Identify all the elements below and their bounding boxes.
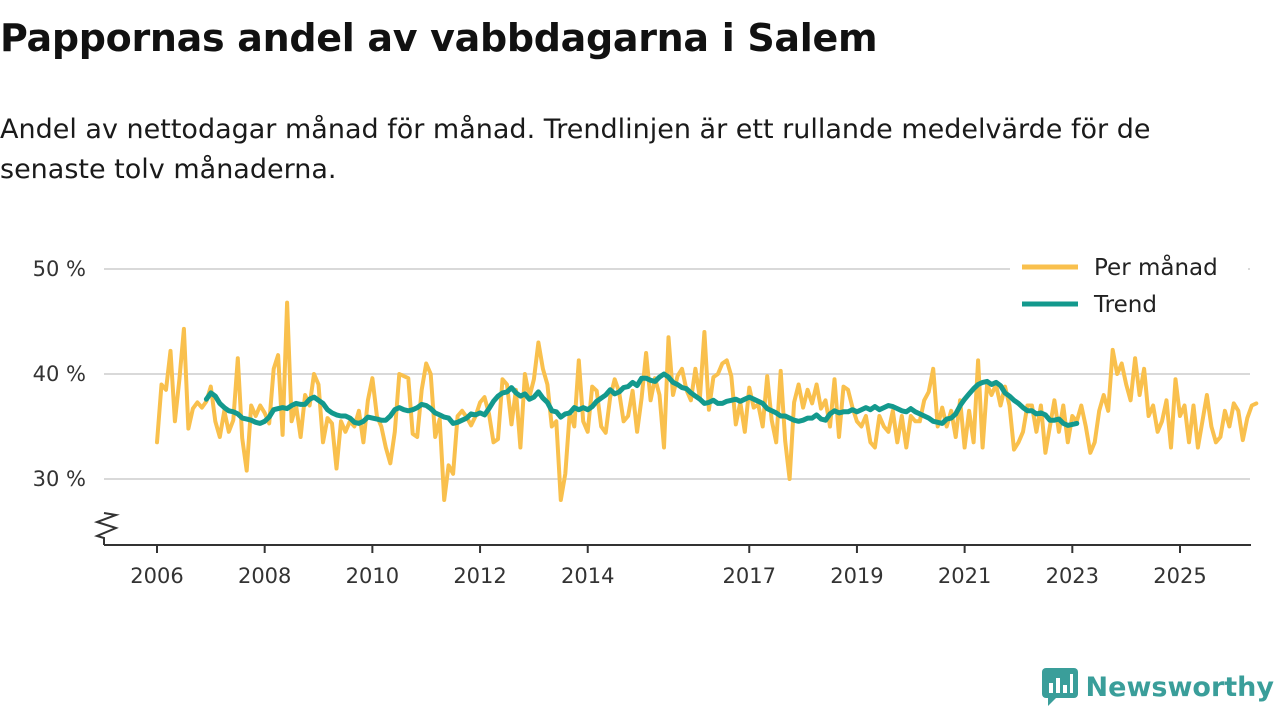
legend-label-monthly: Per månad [1094, 253, 1218, 281]
x-tick-label: 2010 [346, 564, 399, 588]
legend-background [1010, 248, 1248, 330]
axis-break-marker [93, 512, 120, 545]
legend: Per månad Trend [1010, 248, 1248, 330]
x-tick-label: 2008 [238, 564, 291, 588]
x-tick-label: 2006 [130, 564, 183, 588]
x-tick-label: 2021 [938, 564, 991, 588]
newsworthy-logo-icon [1041, 668, 1078, 706]
x-axis: 2006 2008 2010 2012 2014 2017 2019 2021 2023 2025 [93, 512, 1251, 588]
legend-label-trend: Trend [1093, 292, 1157, 318]
x-tick-label: 2012 [453, 564, 506, 588]
x-tick-label: 2014 [561, 564, 614, 588]
x-tick-label: 2017 [723, 564, 776, 588]
series-line-trend [203, 371, 1080, 428]
y-tick-label: 30 % [33, 467, 86, 491]
line-chart: 30 % 40 % 50 % 2006 2008 2010 2012 2014 2017 201… [33, 248, 1259, 588]
x-tick-label: 2023 [1046, 564, 1099, 588]
y-tick-label: 40 % [33, 362, 86, 386]
y-tick-label: 50 % [33, 257, 86, 281]
chart-title: Pappornas andel av vabbdagarna i Salem [0, 16, 878, 60]
brand-name: Newsworthy [1085, 671, 1274, 703]
y-axis-ticks: 30 % 40 % 50 % [33, 257, 86, 491]
x-tick-label: 2025 [1153, 564, 1206, 588]
series-lines [155, 300, 1259, 502]
series-line-monthly [155, 300, 1259, 502]
newsworthy-logo: Newsworthy [1041, 668, 1274, 706]
x-tick-label: 2019 [830, 564, 883, 588]
chart-subtitle: Andel av nettodagar månad för månad. Tre… [0, 114, 1151, 185]
